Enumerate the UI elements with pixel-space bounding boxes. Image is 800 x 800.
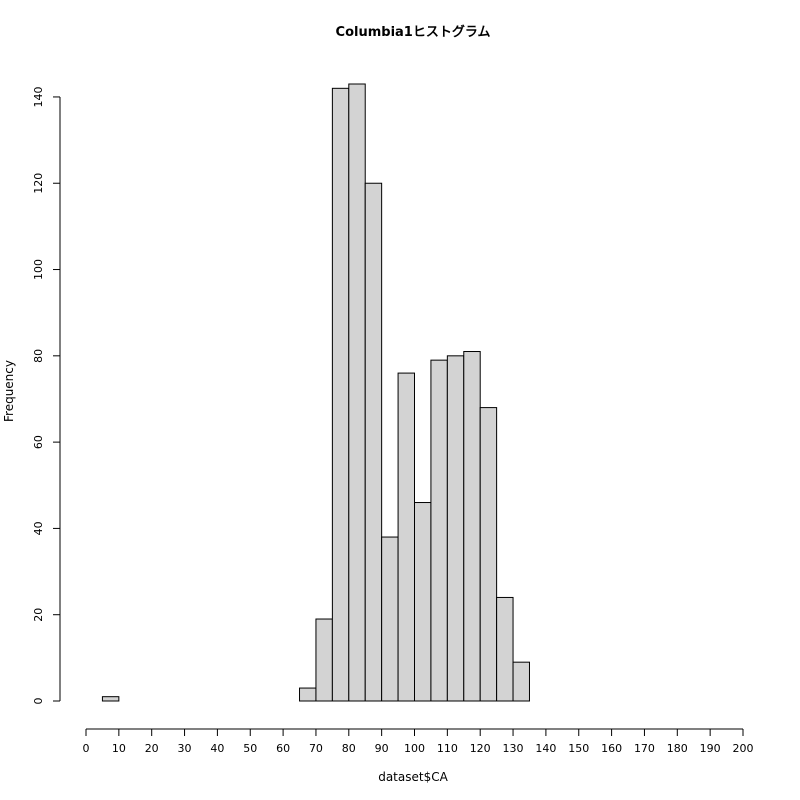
x-tick-label-2: 20 [145, 742, 159, 755]
histogram-bar-18 [381, 536, 399, 702]
x-tick-label-3: 30 [178, 742, 192, 755]
x-axis: 0 10 20 30 40 50 60 70 80 90 100 110 120 130 140 150 160… [83, 728, 754, 755]
x-tick-label-15: 150 [568, 742, 589, 755]
x-axis-label: dataset$CA [378, 770, 448, 784]
y-tick-label-5: 100 [32, 259, 45, 280]
x-tick-label-8: 80 [342, 742, 356, 755]
x-tick-label-9: 90 [375, 742, 389, 755]
x-tick-label-19: 190 [700, 742, 721, 755]
bars-group [101, 83, 530, 702]
x-tick-label-7: 70 [309, 742, 323, 755]
histogram-bar-19 [397, 372, 416, 702]
x-tick-label-10: 100 [404, 742, 425, 755]
histogram-bar-1 [101, 696, 120, 702]
y-tick-label-0: 0 [32, 698, 45, 705]
x-tick-label-16: 160 [601, 742, 622, 755]
y-tick-label-1: 20 [32, 608, 45, 622]
x-tick-label-1: 10 [112, 742, 126, 755]
chart-title: Columbia1ヒストグラム [336, 24, 491, 40]
x-tick-label-0: 0 [83, 742, 90, 755]
y-tick-label-3: 60 [32, 435, 45, 449]
histogram-bar-14 [315, 618, 333, 702]
y-tick-label-6: 120 [32, 173, 45, 194]
x-tick-label-18: 180 [667, 742, 688, 755]
x-tick-label-12: 120 [470, 742, 491, 755]
y-tick-label-7: 140 [32, 86, 45, 107]
x-tick-label-13: 130 [503, 742, 524, 755]
y-axis: 0 20 40 60 80 100 120 140 [32, 86, 61, 705]
histogram-bar-20 [414, 502, 432, 702]
x-tick-label-17: 170 [634, 742, 655, 755]
y-axis-label: Frequency [2, 360, 16, 422]
histogram-bar-17 [364, 182, 383, 702]
histogram-bar-25 [496, 596, 514, 702]
histogram-bar-22 [446, 355, 465, 702]
x-tick-label-6: 60 [276, 742, 290, 755]
histogram-bar-23 [463, 351, 481, 702]
histogram-bar-15 [331, 87, 350, 702]
x-tick-label-5: 50 [243, 742, 257, 755]
y-tick-label-2: 40 [32, 521, 45, 535]
x-tick-label-20: 200 [733, 742, 754, 755]
histogram-bar-26 [512, 661, 530, 702]
histogram-bar-24 [479, 407, 498, 702]
y-tick-label-4: 80 [32, 349, 45, 363]
x-tick-label-11: 110 [437, 742, 458, 755]
histogram-bar-21 [430, 359, 448, 702]
x-tick-label-4: 40 [210, 742, 224, 755]
histogram-bar-16 [348, 83, 366, 702]
x-tick-label-14: 140 [535, 742, 556, 755]
histogram-bar-13 [299, 687, 317, 702]
